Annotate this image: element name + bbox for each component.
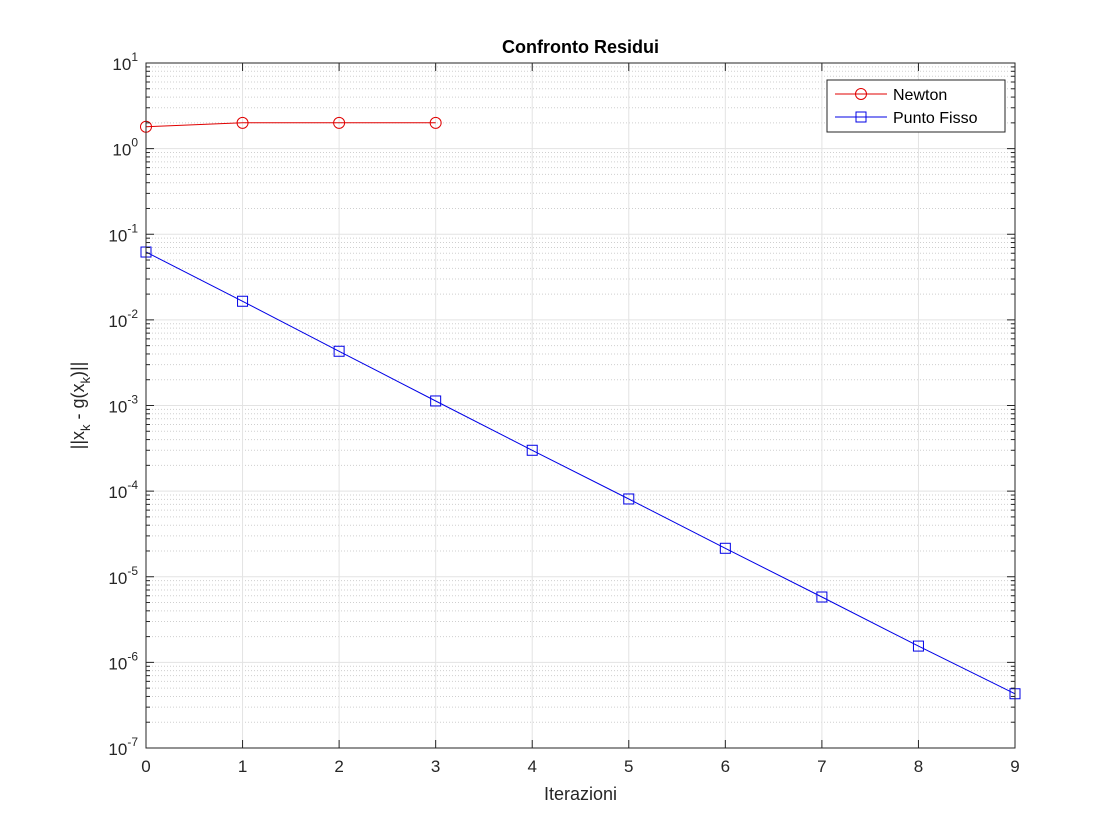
x-tick-label: 3	[431, 757, 440, 776]
y-tick-labels: 10-7 10-6 10-5 10-4 10-3 10-2 10-1 100 101	[108, 50, 138, 759]
minor-gridlines	[146, 66, 1015, 723]
legend-label: Newton	[893, 87, 947, 104]
x-tick-label: 4	[527, 757, 536, 776]
legend-label: Punto Fisso	[893, 110, 978, 127]
series-line	[145, 122, 436, 128]
x-tick-label: 8	[914, 757, 923, 776]
chart-title: Confronto Residui	[502, 37, 659, 57]
data-point	[526, 444, 538, 456]
x-tick-label: 9	[1010, 757, 1019, 776]
series-layer	[140, 116, 1021, 700]
legend-marker	[855, 88, 867, 100]
x-tick-label: 7	[817, 757, 826, 776]
data-point	[719, 542, 731, 554]
data-point	[237, 295, 249, 307]
axis-ticks	[145, 62, 1016, 749]
data-point	[333, 345, 345, 357]
y-tick-label: 10-3	[108, 393, 138, 417]
x-tick-label: 1	[238, 757, 247, 776]
x-axis-label: Iterazioni	[544, 784, 617, 804]
y-tick-label: 10-6	[108, 649, 138, 673]
legend: Newton Punto Fisso	[826, 79, 1006, 133]
legend-marker	[855, 111, 867, 123]
x-tick-label: 0	[141, 757, 150, 776]
legend-box	[826, 79, 1006, 133]
series-punto-fisso	[140, 246, 1021, 700]
x-tick-label: 2	[334, 757, 343, 776]
data-point	[429, 116, 442, 129]
y-tick-label: 100	[112, 136, 138, 160]
data-point	[912, 640, 924, 652]
data-point	[430, 395, 442, 407]
legend-entry-punto-fisso: Punto Fisso	[835, 110, 978, 127]
data-point	[236, 116, 249, 129]
legend-entry-newton: Newton	[835, 87, 947, 104]
x-tick-labels: 0 1 2 3 4 5 6 7 8 9	[141, 757, 1019, 776]
y-tick-label: 10-4	[108, 478, 138, 502]
x-tick-label: 6	[721, 757, 730, 776]
y-axis-label: ||xk - g(xk)||	[68, 362, 93, 450]
y-tick-label: 10-1	[108, 221, 138, 245]
series-line	[145, 251, 1016, 695]
data-point	[623, 493, 635, 505]
data-point	[333, 116, 346, 129]
x-tick-label: 5	[624, 757, 633, 776]
y-tick-label: 10-2	[108, 307, 138, 331]
y-tick-label: 101	[112, 50, 138, 74]
data-point	[816, 591, 828, 603]
y-tick-label: 10-7	[108, 735, 138, 759]
y-tick-label: 10-5	[108, 564, 138, 588]
